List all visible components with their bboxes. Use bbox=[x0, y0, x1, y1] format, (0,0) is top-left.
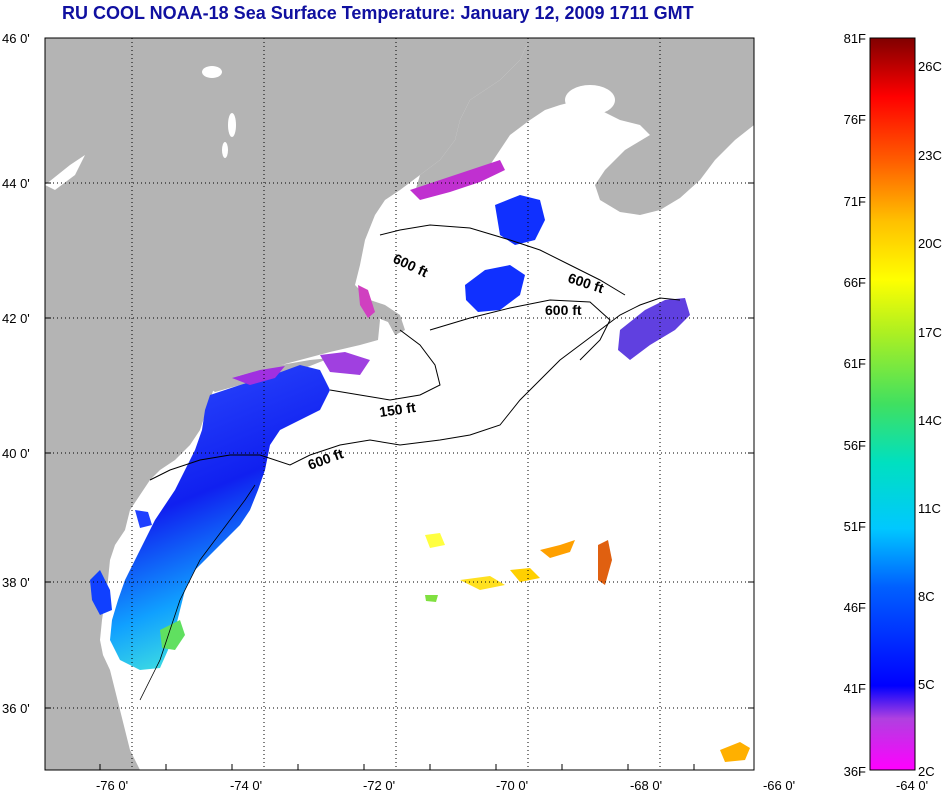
lon-label: -64 0' bbox=[896, 778, 928, 793]
colorbar-c-label: 8C bbox=[918, 589, 935, 604]
lon-label: -70 0' bbox=[496, 778, 528, 793]
lake bbox=[45, 155, 85, 190]
map-ticks bbox=[45, 37, 754, 770]
colorbar-f-label: 71F bbox=[844, 194, 866, 209]
colorbar-f-label: 51F bbox=[844, 519, 866, 534]
lon-label: -72 0' bbox=[363, 778, 395, 793]
colorbar-c-label: 2C bbox=[918, 764, 935, 779]
colorbar-c-label: 23C bbox=[918, 148, 942, 163]
contour-150ft bbox=[329, 329, 441, 401]
colorbar-f-label: 81F bbox=[844, 31, 866, 46]
lake bbox=[222, 142, 228, 158]
colorbar-c-label: 17C bbox=[918, 325, 942, 340]
colorbar-f-label: 36F bbox=[844, 764, 866, 779]
contour-shelf bbox=[139, 484, 256, 701]
contour-label: 600 ft bbox=[545, 302, 582, 318]
lat-label: 36 0' bbox=[2, 701, 30, 716]
colorbar-f-label: 41F bbox=[844, 681, 866, 696]
lake bbox=[228, 113, 236, 137]
colorbar-c-label: 20C bbox=[918, 236, 942, 251]
sst-warm-patch bbox=[425, 533, 445, 548]
lon-label: -74 0' bbox=[230, 778, 262, 793]
colorbar-c-label: 14C bbox=[918, 413, 942, 428]
sst-warm-patch bbox=[720, 742, 750, 762]
sst-scotian-patch bbox=[618, 298, 690, 360]
sst-gom-patch bbox=[465, 265, 525, 312]
sst-gom-patch bbox=[495, 195, 545, 245]
contour-label: 150 ft bbox=[378, 399, 417, 420]
contour-600ft-gom bbox=[379, 224, 626, 296]
sst-warm-patch bbox=[510, 568, 540, 582]
lat-label: 40 0' bbox=[2, 446, 30, 461]
lon-label: -76 0' bbox=[96, 778, 128, 793]
lake bbox=[565, 85, 615, 115]
colorbar bbox=[869, 37, 916, 771]
map-title: RU COOL NOAA-18 Sea Surface Temperature:… bbox=[62, 3, 694, 23]
lake bbox=[202, 66, 222, 78]
sst-long-island-sound bbox=[232, 366, 285, 385]
lake bbox=[550, 119, 570, 131]
colorbar-c-label: 5C bbox=[918, 677, 935, 692]
lat-label: 42 0' bbox=[2, 311, 30, 326]
colorbar-fahrenheit-labels: 81F 76F 71F 66F 61F 56F 51F 46F 41F 36F bbox=[844, 31, 866, 779]
colorbar-c-label: 26C bbox=[918, 59, 942, 74]
map-frame bbox=[44, 37, 755, 771]
colorbar-f-label: 46F bbox=[844, 600, 866, 615]
sst-coastal-band bbox=[110, 365, 330, 670]
sst-ri-sound bbox=[320, 352, 370, 375]
us-landmass bbox=[45, 38, 530, 770]
contour-600ft bbox=[149, 297, 681, 481]
colorbar-f-label: 76F bbox=[844, 112, 866, 127]
sst-delaware bbox=[135, 510, 152, 528]
sst-chesapeake bbox=[90, 570, 112, 615]
colorbar-celsius-labels: 26C 23C 20C 17C 14C 11C 8C 5C 2C bbox=[918, 59, 942, 779]
lat-label: 44 0' bbox=[2, 176, 30, 191]
sst-warm-patch bbox=[598, 540, 612, 585]
colorbar-f-label: 56F bbox=[844, 438, 866, 453]
sst-warm-patch bbox=[425, 595, 438, 602]
sst-maine-coast bbox=[410, 160, 505, 200]
lon-label: -66 0' bbox=[763, 778, 795, 793]
sst-mass-coast bbox=[358, 285, 375, 318]
colorbar-c-label: 11C bbox=[918, 501, 941, 516]
colorbar-f-label: 66F bbox=[844, 275, 866, 290]
lat-label: 38 0' bbox=[2, 575, 30, 590]
contour-600ft-georges bbox=[429, 299, 611, 361]
colorbar-f-label: 61F bbox=[844, 356, 866, 371]
sst-warm-patch bbox=[460, 576, 505, 590]
lon-label: -68 0' bbox=[630, 778, 662, 793]
lat-label: 46 0' bbox=[2, 31, 30, 46]
sst-warm-patch bbox=[540, 540, 575, 558]
canada-landmass bbox=[415, 38, 754, 215]
